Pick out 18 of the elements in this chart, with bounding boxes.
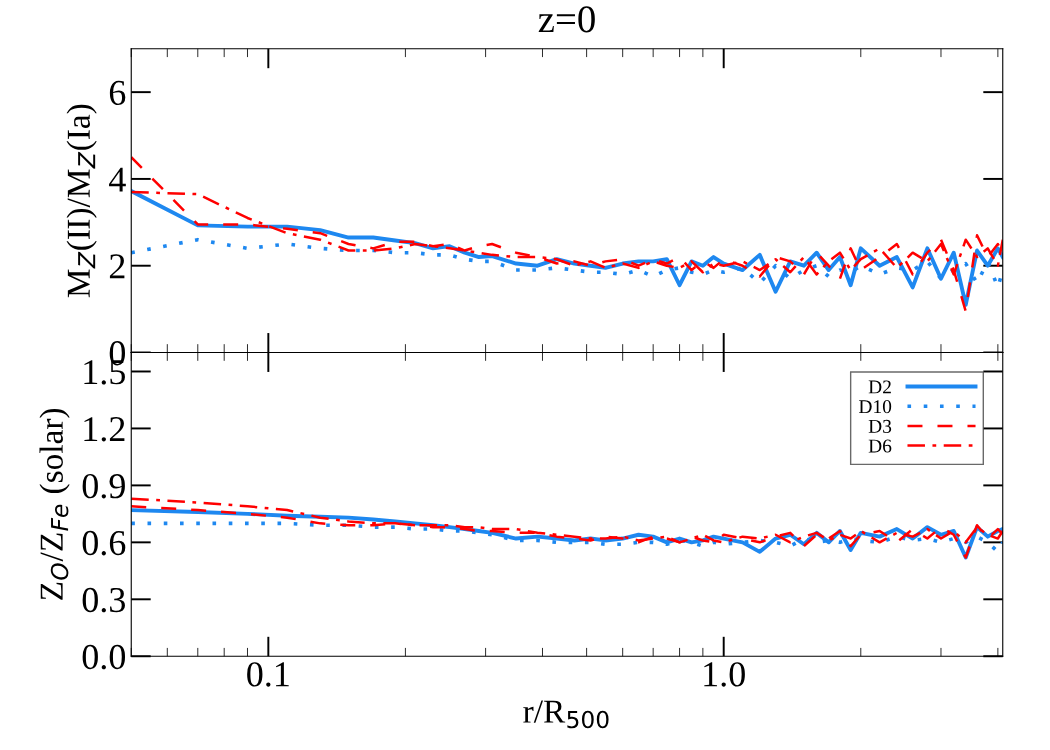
y-tick-label: 0.3 [82,587,125,613]
y-tick-label: 6 [109,80,126,106]
chart-title: z=0 [538,6,595,33]
x-tick-label: 0.1 [247,662,289,687]
y-tick-label: 4 [109,167,126,192]
legend-label: D10 [858,400,892,414]
y-tick-label: 0.0 [82,644,126,670]
y-tick-label: 2 [109,254,125,279]
legend-label: D2 [868,380,891,394]
legend-label: D3 [868,419,892,433]
legend-label: D6 [868,439,892,453]
y-axis-title: Z$_{O}$/Z$_{Fe}$ (solar) [39,408,70,600]
y-tick-label: 1.2 [84,417,125,442]
y-axis-title: M$_{Z}$(II)/M$_{Z}$(Ia) [66,104,97,298]
y-tick-label: 0.6 [82,530,126,556]
y-tick-label: 0.9 [82,473,125,499]
x-axis-title: r/R$_{500}$ [523,700,609,729]
x-tick-label: 1.0 [704,662,745,687]
